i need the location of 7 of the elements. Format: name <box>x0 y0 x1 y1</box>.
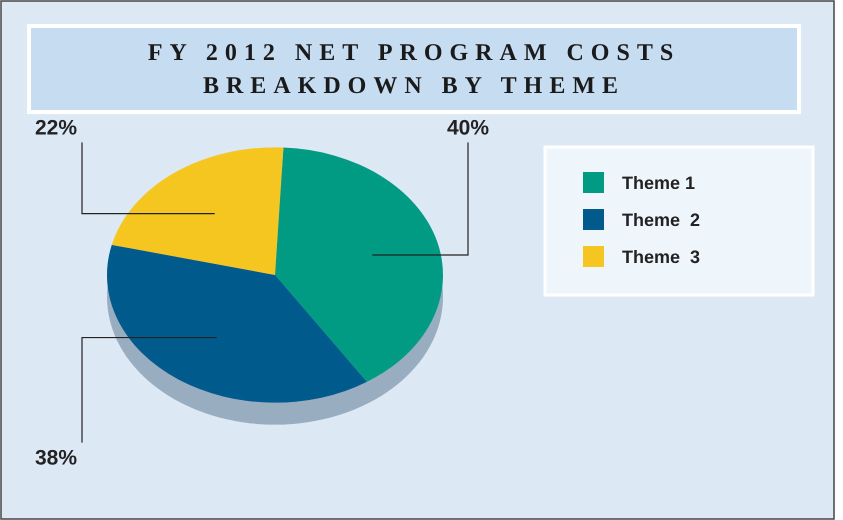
data-label: 22% <box>34 116 78 140</box>
legend-label: Theme 2 <box>622 210 700 230</box>
legend-label: Theme 3 <box>622 247 700 267</box>
chart-title: FY 2012 NET PROGRAM COSTS BREAKDOWN BY THEME <box>148 40 680 99</box>
data-label: 40% <box>446 116 490 140</box>
legend-label: Theme 1 <box>622 173 696 193</box>
data-label: 38% <box>34 446 78 470</box>
